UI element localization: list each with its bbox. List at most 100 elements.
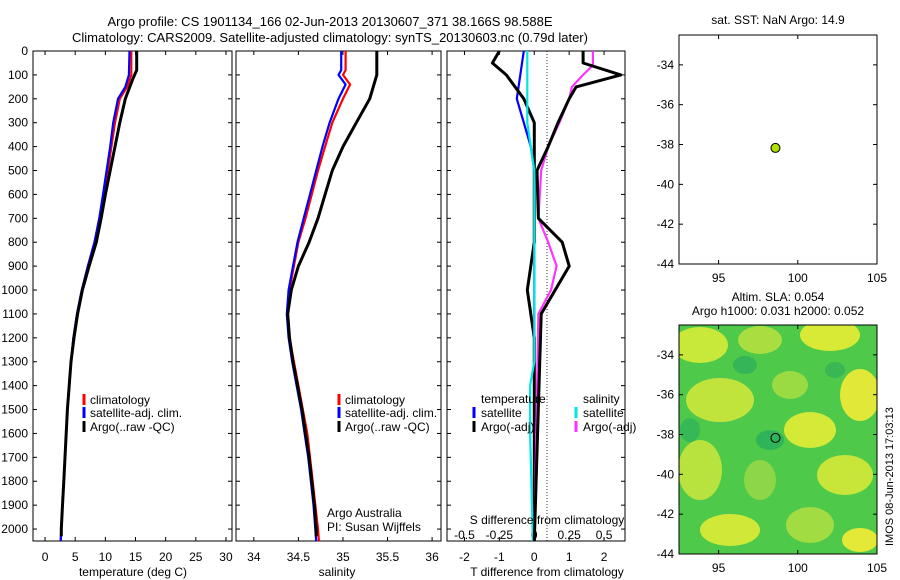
sla-map-y-tick-label: -44 — [657, 547, 675, 561]
sla-map-x-tick-label: 105 — [867, 561, 887, 575]
figure-title-line1: Argo profile: CS 1901134_166 02-Jun-2013… — [107, 14, 553, 29]
temperature-x-tick-label: 25 — [189, 550, 203, 564]
difference-series-1 — [490, 50, 536, 541]
sst-map-y-tick-label: -36 — [657, 98, 675, 112]
sst-map-y-tick-label: -44 — [657, 257, 675, 271]
difference-x-tick-label: 0 — [531, 550, 538, 564]
legend-title-salinity: salinity — [583, 392, 620, 406]
depth-tick-label: 1700 — [1, 450, 28, 464]
sla-map-field — [679, 325, 877, 554]
difference-x-tick-label: -1 — [494, 550, 505, 564]
temperature-x-axis-label: temperature (deg C) — [79, 565, 187, 579]
difference-x-tick-label: 2 — [601, 550, 608, 564]
sst-map-x-tick-label: 95 — [712, 271, 726, 285]
legend-label-satellite: satellite-adj. clim. — [345, 406, 437, 420]
depth-tick-label: 1200 — [1, 331, 28, 345]
sla-map-title: Altim. SLA: 0.054 — [732, 290, 825, 304]
depth-tick-label: 800 — [8, 235, 28, 249]
temperature-x-tick-label: 20 — [159, 550, 173, 564]
sla-map-y-tick-label: -38 — [657, 428, 675, 442]
sla-map-y-tick-label: -42 — [657, 507, 675, 521]
depth-tick-label: 1300 — [1, 355, 28, 369]
credit-line1: Argo Australia — [327, 506, 402, 520]
legend-label-satellite: satellite-adj. clim. — [90, 406, 182, 420]
depth-tick-label: 1400 — [1, 379, 28, 393]
difference-x-axis-label: T difference from climatology — [470, 565, 624, 579]
salinity-legend: climatology satellite-adj. clim. Argo(..… — [337, 393, 437, 434]
legend-label-temperature-argo: Argo(-adj) — [481, 420, 534, 434]
legend-label-temperature-satellite: satellite — [481, 406, 522, 420]
sla-map-y-tick-label: -36 — [657, 388, 675, 402]
depth-tick-label: 300 — [8, 116, 28, 130]
depth-tick-label: 900 — [8, 259, 28, 273]
difference-series-3 — [533, 51, 595, 542]
sla-map-subtitle: Argo h1000: 0.031 h2000: 0.052 — [692, 304, 864, 318]
difference-top-tick-label: 0.25 — [557, 528, 581, 542]
difference-x-tick-label: 1 — [566, 550, 573, 564]
depth-tick-label: 1000 — [1, 283, 28, 297]
sst-map-x-tick-label: 105 — [867, 271, 887, 285]
salinity-x-tick-label: 34.5 — [287, 550, 311, 564]
difference-x-tick-label: -2 — [459, 550, 470, 564]
depth-tick-label: 500 — [8, 164, 28, 178]
depth-tick-label: 1500 — [1, 403, 28, 417]
imos-timestamp-label: IMOS 08-Jun-2013 17:03:13 — [884, 407, 896, 546]
temperature-x-tick-label: 15 — [129, 550, 143, 564]
legend-label-salinity-argo: Argo(-adj) — [583, 420, 636, 434]
sst-map-y-tick-label: -40 — [657, 177, 675, 191]
depth-tick-label: 1900 — [1, 498, 28, 512]
legend-label-argo: Argo(..raw -QC) — [345, 420, 430, 434]
difference-legend: temperature satellite Argo(-adj) salinit… — [472, 392, 636, 434]
sla-map-y-tick-label: -40 — [657, 467, 675, 481]
legend-label-salinity-satellite: satellite — [583, 406, 624, 420]
depth-tick-label: 2000 — [1, 522, 28, 536]
sst-map-y-tick-label: -34 — [657, 58, 675, 72]
temperature-x-tick-label: 10 — [99, 550, 113, 564]
sla-map-x-tick-label: 95 — [712, 561, 726, 575]
salinity-x-tick-label: 34 — [247, 550, 261, 564]
salinity-series-2 — [286, 51, 379, 537]
difference-top-axis-label: S difference from climatology — [470, 513, 625, 527]
sla-map-x-tick-label: 100 — [788, 561, 808, 575]
difference-top-tick-label: -0.5 — [454, 528, 475, 542]
legend-title-temperature: temperature — [481, 392, 546, 406]
depth-tick-label: 600 — [8, 187, 28, 201]
sst-map-x-tick-label: 100 — [788, 271, 808, 285]
salinity-x-tick-label: 35 — [336, 550, 350, 564]
sst-map-title: sat. SST: NaN Argo: 14.9 — [711, 13, 845, 27]
difference-top-tick-label: -0.25 — [486, 528, 514, 542]
salinity-x-axis-label: salinity — [319, 565, 356, 579]
sst-map-y-tick-label: -42 — [657, 217, 675, 231]
temperature-series-2 — [59, 51, 139, 537]
salinity-x-tick-label: 35.5 — [376, 550, 400, 564]
temperature-x-tick-label: 0 — [42, 550, 49, 564]
credit-line2: PI: Susan Wijffels — [327, 520, 421, 534]
sla-map-argo-position-marker — [770, 432, 781, 443]
figure-title-line2: Climatology: CARS2009. Satellite-adjuste… — [72, 30, 588, 45]
temperature-x-tick-label: 30 — [219, 550, 233, 564]
difference-top-tick-label: 0.5 — [596, 528, 613, 542]
temperature-panel — [32, 50, 233, 542]
difference-series-2 — [526, 51, 536, 542]
depth-tick-label: 1100 — [2, 307, 28, 321]
difference-series-4 — [532, 51, 623, 542]
sst-map-argo-position-marker — [770, 142, 781, 153]
temperature-x-tick-label: 5 — [72, 550, 79, 564]
depth-tick-label: 700 — [8, 211, 28, 225]
legend-label-climatology: climatology — [90, 393, 150, 407]
salinity-panel — [235, 50, 442, 542]
depth-tick-label: 400 — [8, 140, 28, 154]
salinity-x-tick-label: 36 — [425, 550, 439, 564]
depth-tick-label: 200 — [8, 92, 28, 106]
depth-tick-label: 1800 — [1, 474, 28, 488]
legend-label-argo: Argo(..raw -QC) — [90, 420, 175, 434]
depth-tick-label: 100 — [8, 68, 28, 82]
depth-tick-label: 0 — [21, 44, 28, 58]
sla-map-panel — [678, 324, 878, 555]
depth-tick-label: 1600 — [1, 426, 28, 440]
temperature-legend: climatology satellite-adj. clim. Argo(..… — [82, 393, 182, 434]
sst-map-y-tick-label: -38 — [657, 138, 675, 152]
sla-map-y-tick-label: -34 — [657, 348, 675, 362]
legend-label-climatology: climatology — [345, 393, 405, 407]
